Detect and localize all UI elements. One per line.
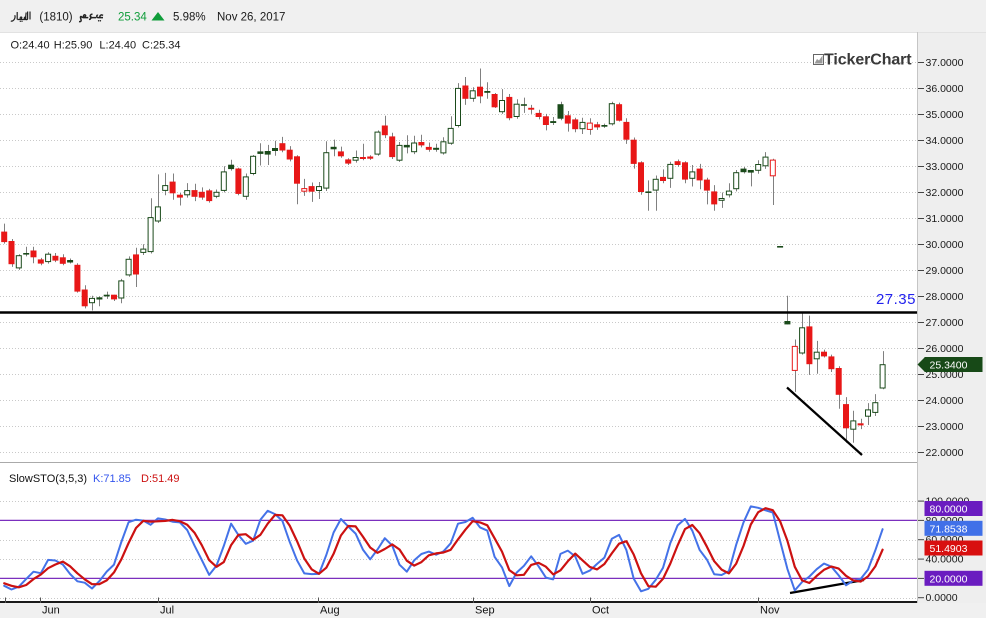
svg-text:D:51.49: D:51.49 xyxy=(141,473,180,485)
svg-text:30.0000: 30.0000 xyxy=(926,239,964,251)
svg-text:36.0000: 36.0000 xyxy=(926,83,964,95)
svg-text:25.3400: 25.3400 xyxy=(930,360,968,372)
svg-text:Aug: Aug xyxy=(320,605,340,617)
svg-text:Oct: Oct xyxy=(592,605,609,617)
svg-text:TickerChart: TickerChart xyxy=(824,52,912,69)
svg-text:L:24.40: L:24.40 xyxy=(99,40,136,52)
svg-text:Sep: Sep xyxy=(475,605,495,617)
svg-text:31.0000: 31.0000 xyxy=(926,213,964,225)
svg-text:29.0000: 29.0000 xyxy=(926,265,964,277)
svg-text:5.98%: 5.98% xyxy=(173,12,206,24)
svg-text:27.0000: 27.0000 xyxy=(926,317,964,329)
svg-text:24.0000: 24.0000 xyxy=(926,395,964,407)
svg-text:Nov 26, 2017: Nov 26, 2017 xyxy=(217,12,285,24)
svg-text:O:24.40: O:24.40 xyxy=(11,40,50,52)
svg-text:26.0000: 26.0000 xyxy=(926,343,964,355)
svg-text:35.0000: 35.0000 xyxy=(926,109,964,121)
svg-text:40.0000: 40.0000 xyxy=(926,554,964,566)
svg-text:H:25.90: H:25.90 xyxy=(54,40,93,52)
svg-text:33.0000: 33.0000 xyxy=(926,161,964,173)
svg-text:SlowSTO(3,5,3): SlowSTO(3,5,3) xyxy=(9,473,87,485)
svg-text:23.0000: 23.0000 xyxy=(926,421,964,433)
svg-text:28.0000: 28.0000 xyxy=(926,291,964,303)
svg-text:0.0000: 0.0000 xyxy=(926,592,958,604)
svg-text:32.0000: 32.0000 xyxy=(926,187,964,199)
svg-text:71.8538: 71.8538 xyxy=(930,523,968,535)
svg-text:Jun: Jun xyxy=(42,605,60,617)
svg-text:22.0000: 22.0000 xyxy=(926,447,964,459)
svg-text:51.4903: 51.4903 xyxy=(930,543,968,555)
svg-text:25.34: 25.34 xyxy=(118,12,147,24)
svg-text:34.0000: 34.0000 xyxy=(926,135,964,147)
svg-text:37.0000: 37.0000 xyxy=(926,57,964,69)
svg-text:C:25.34: C:25.34 xyxy=(142,40,181,52)
svg-text:Nov: Nov xyxy=(760,605,780,617)
svg-text:K:71.85: K:71.85 xyxy=(93,473,131,485)
svg-text:(1810): (1810) xyxy=(39,12,72,24)
svg-text:Jul: Jul xyxy=(160,605,174,617)
svg-text:80.0000: 80.0000 xyxy=(930,504,968,516)
svg-text:20.0000: 20.0000 xyxy=(930,573,968,585)
svg-text:27.35: 27.35 xyxy=(876,291,916,308)
